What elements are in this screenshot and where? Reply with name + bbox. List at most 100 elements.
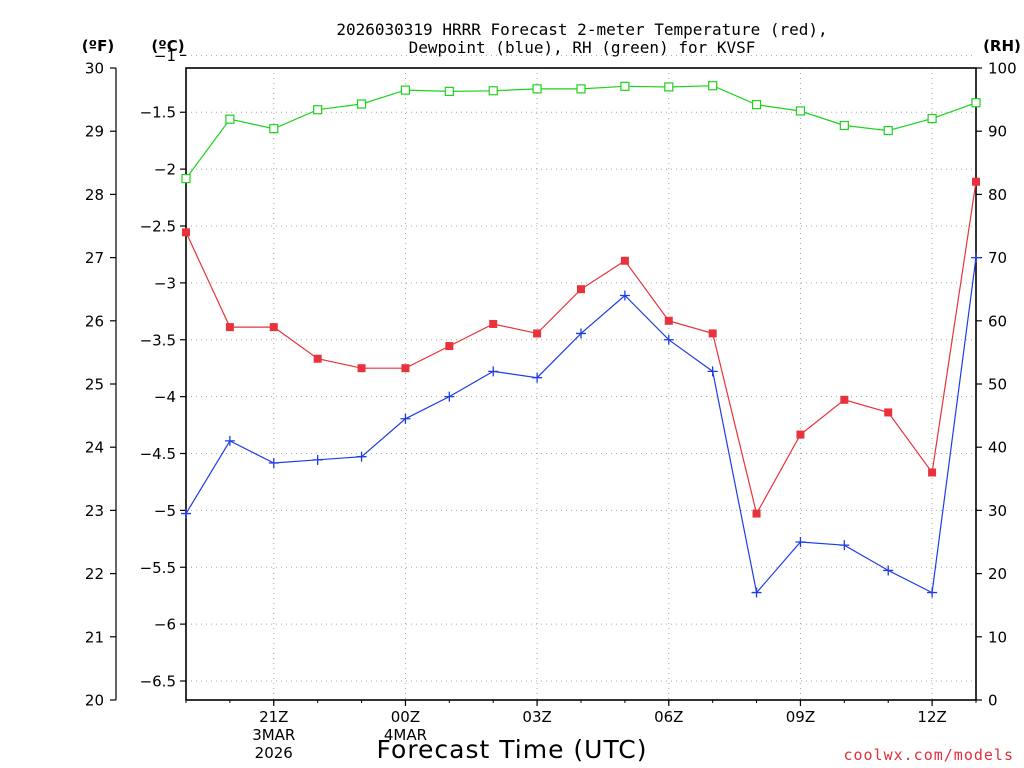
x-tick-label: 2026 — [255, 744, 293, 762]
fahrenheit-tick-label: 29 — [85, 123, 104, 141]
fahrenheit-tick-label: 24 — [85, 439, 104, 457]
chart-title-line-1: 2026030319 HRRR Forecast 2-meter Tempera… — [336, 20, 827, 39]
data-point-dewpoint — [400, 413, 411, 424]
data-point-dewpoint — [356, 451, 367, 462]
fahrenheit-tick-label: 23 — [85, 502, 104, 520]
data-point-temperature — [884, 408, 893, 417]
fahrenheit-tick-label: 26 — [85, 312, 104, 330]
fahrenheit-axis: 20 21 22 23 24 25 26 27 28 29 30 — [85, 60, 116, 710]
data-point-temperature — [708, 329, 717, 338]
data-point-rh — [269, 124, 279, 134]
data-point-dewpoint — [312, 454, 323, 465]
series-layer — [181, 81, 981, 598]
data-point-rh — [971, 98, 981, 108]
rh-tick-label: 0 — [988, 692, 998, 710]
data-point-temperature — [182, 228, 190, 237]
x-axis-label: Forecast Time (UTC) — [377, 735, 648, 764]
x-tick-label: 3MAR — [252, 726, 295, 744]
data-point-rh — [225, 114, 235, 124]
grid — [186, 54, 976, 700]
fahrenheit-tick-label: 25 — [85, 376, 104, 394]
rh-tick-label: 10 — [988, 628, 1007, 646]
celsius-tick-label: −1 — [154, 47, 176, 65]
data-point-rh — [839, 120, 849, 131]
data-point-rh — [664, 82, 674, 92]
data-point-rh — [488, 86, 498, 96]
data-point-rh — [620, 81, 630, 91]
rh-tick-label: 40 — [988, 439, 1007, 457]
data-point-dewpoint — [488, 366, 499, 377]
rh-axis: 0 10 20 30 40 50 60 70 80 90 100 — [976, 60, 1017, 710]
data-point-temperature — [313, 354, 322, 363]
data-point-temperature — [357, 364, 366, 373]
data-point-dewpoint — [795, 537, 806, 547]
x-tick-label: 4MAR — [384, 726, 427, 744]
rh-tick-label: 90 — [988, 123, 1007, 141]
series-rh — [181, 81, 981, 184]
celsius-tick-label: −5 — [154, 502, 176, 520]
celsius-tick-label: −4.5 — [140, 445, 176, 463]
data-point-temperature — [620, 256, 629, 265]
x-tick-label: 06Z — [654, 708, 683, 726]
data-point-temperature — [401, 364, 410, 373]
rh-tick-label: 100 — [988, 60, 1017, 78]
data-point-rh — [356, 99, 367, 109]
data-point-temperature — [577, 285, 585, 294]
rh-tick-label: 50 — [988, 376, 1007, 394]
data-point-dewpoint — [181, 508, 191, 519]
rh-tick-label: 80 — [988, 186, 1007, 204]
celsius-tick-label: −2.5 — [140, 218, 176, 236]
data-point-rh — [751, 100, 762, 110]
data-point-rh — [532, 84, 542, 94]
data-point-dewpoint — [883, 565, 894, 576]
data-point-temperature — [796, 430, 805, 439]
rh-tick-label: 70 — [988, 249, 1007, 267]
data-point-temperature — [533, 329, 542, 338]
series-temperature — [182, 177, 980, 518]
rh-tick-label: 30 — [988, 502, 1007, 520]
data-point-dewpoint — [839, 540, 850, 551]
fahrenheit-tick-label: 27 — [85, 249, 104, 267]
rh-tick-label: 60 — [988, 312, 1007, 330]
celsius-unit-label: (ºC) — [151, 37, 184, 55]
series-line-dewpoint — [185, 257, 977, 594]
fahrenheit-tick-label: 20 — [85, 692, 104, 710]
celsius-tick-label: −6 — [154, 616, 176, 634]
data-point-rh — [181, 174, 191, 184]
data-point-dewpoint — [224, 435, 235, 446]
x-tick-label: 03Z — [522, 708, 551, 726]
data-point-temperature — [445, 342, 454, 351]
fahrenheit-tick-label: 21 — [85, 628, 104, 646]
fahrenheit-unit-label: (ºF) — [82, 37, 114, 55]
rh-unit-label: (RH) — [983, 37, 1021, 55]
data-point-rh — [576, 84, 586, 94]
chart-title-line-2: Dewpoint (blue), RH (green) for KVSF — [409, 38, 756, 57]
data-point-rh — [444, 86, 454, 96]
plot-frame — [185, 67, 977, 701]
data-point-rh — [708, 81, 718, 91]
data-point-dewpoint — [707, 366, 718, 377]
celsius-tick-label: −3 — [154, 274, 176, 292]
data-point-temperature — [225, 323, 234, 332]
x-tick-label: 09Z — [786, 708, 815, 726]
data-point-rh — [400, 85, 411, 95]
data-point-dewpoint — [927, 587, 938, 598]
celsius-axis: −6.5 −6 −5.5 −5 −4.5 −4 −3.5 −3 −2.5 −2 −1.5 −1 — [140, 47, 186, 691]
data-point-temperature — [752, 509, 761, 518]
data-point-dewpoint — [663, 334, 674, 345]
data-point-dewpoint — [576, 328, 586, 339]
series-line-temperature — [185, 181, 977, 516]
fahrenheit-tick-label: 28 — [85, 186, 104, 204]
fahrenheit-tick-label: 30 — [85, 60, 104, 78]
celsius-tick-label: −3.5 — [140, 331, 176, 349]
celsius-tick-label: −2 — [154, 161, 176, 179]
data-point-dewpoint — [268, 458, 279, 468]
data-point-dewpoint — [751, 587, 762, 598]
celsius-tick-label: −6.5 — [140, 673, 176, 691]
x-tick-label: 12Z — [917, 708, 946, 726]
series-dewpoint — [181, 252, 981, 598]
data-point-rh — [883, 125, 893, 136]
data-point-dewpoint — [444, 391, 455, 402]
